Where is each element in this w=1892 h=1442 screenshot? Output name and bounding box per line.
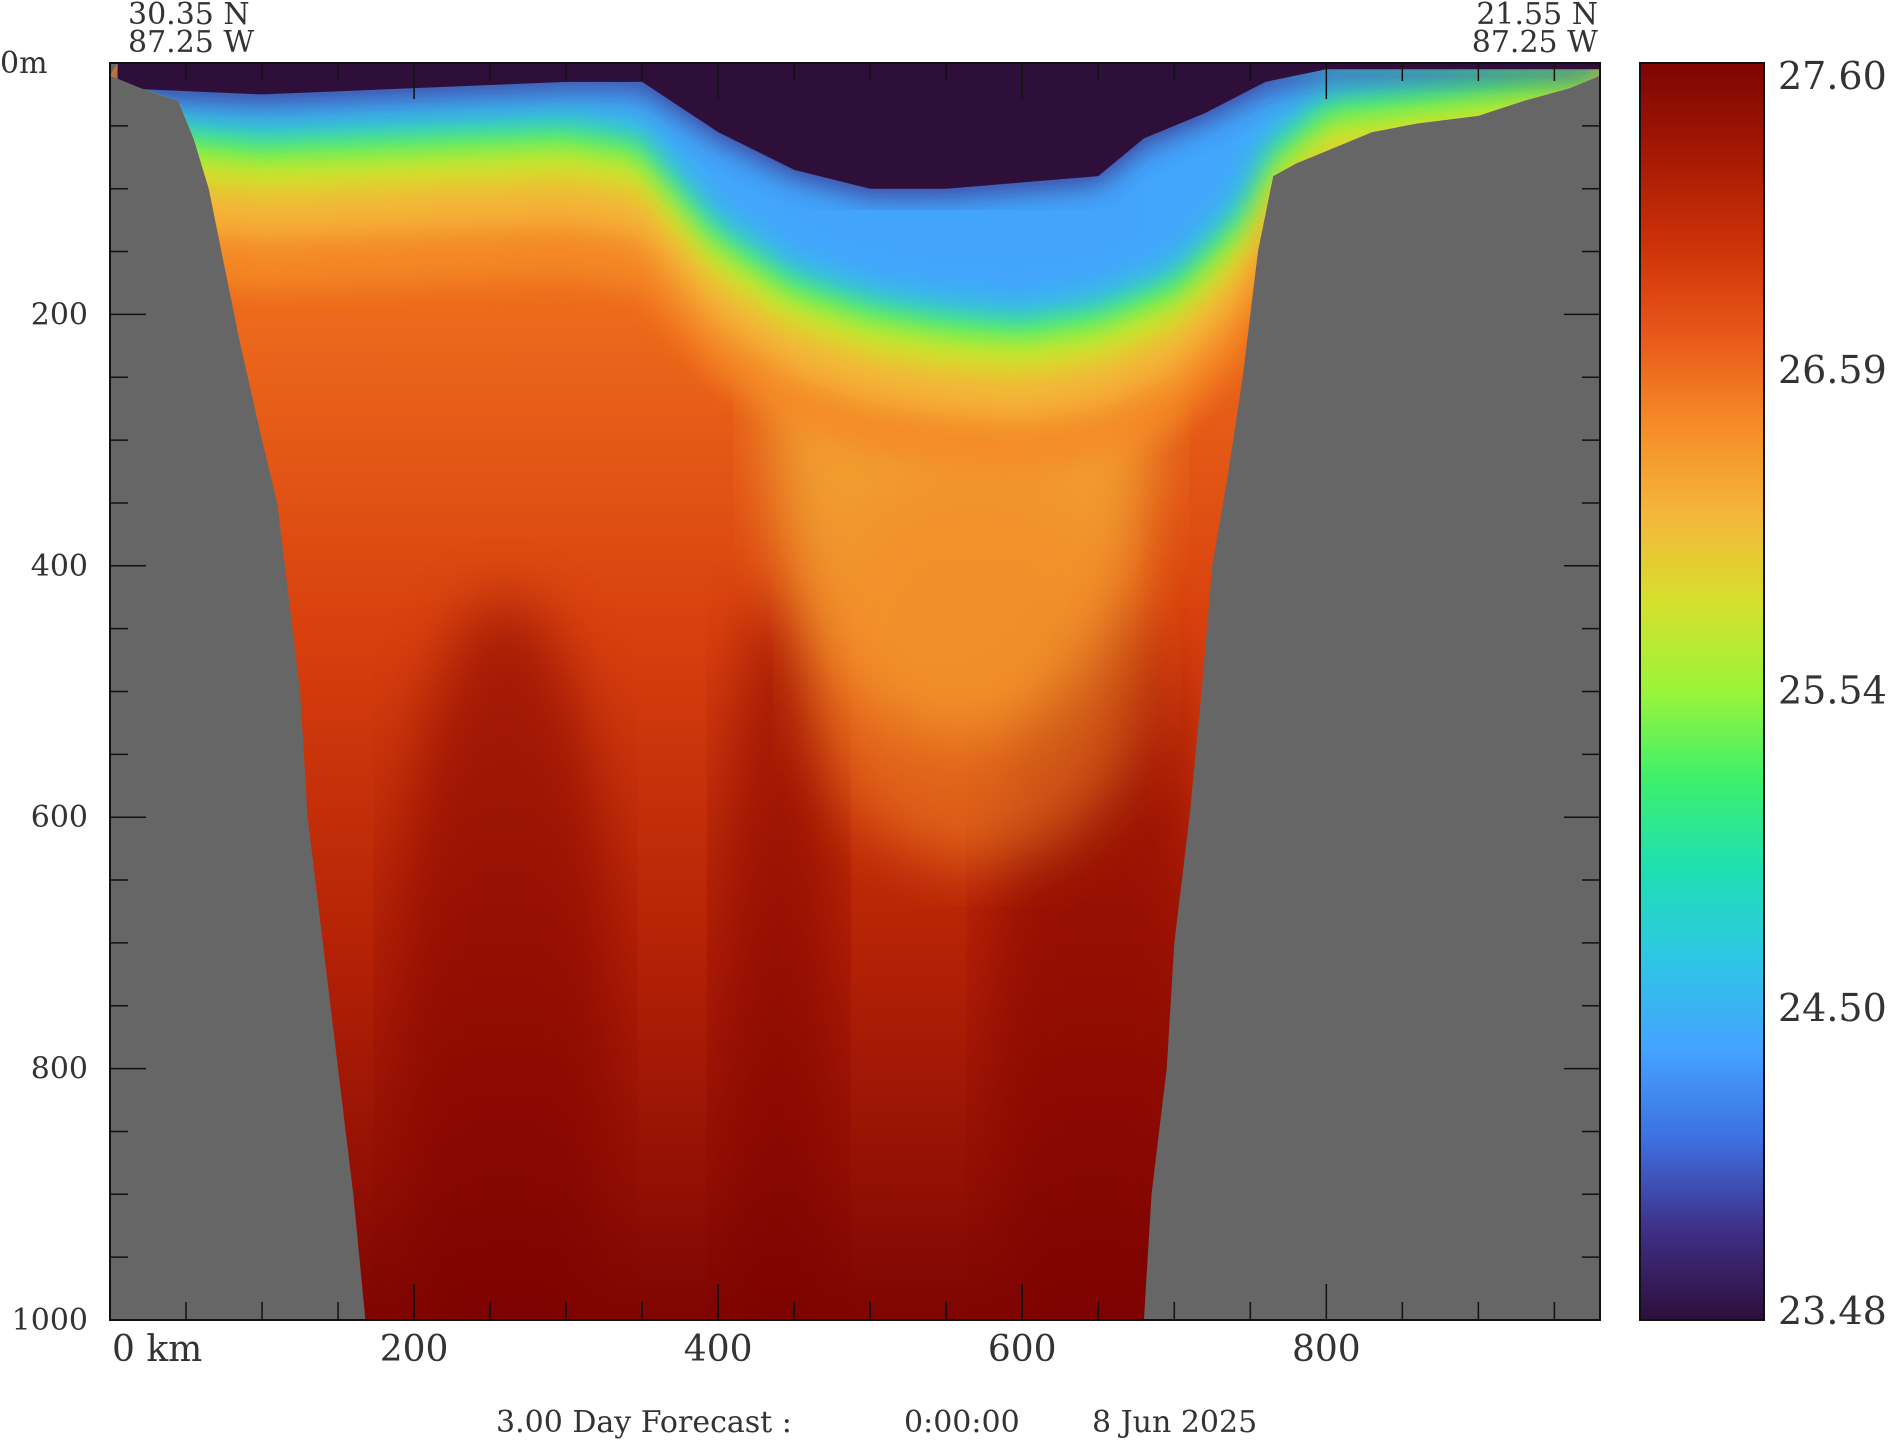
x-tick-label: 600	[988, 1329, 1057, 1370]
x-tick-label: 200	[380, 1329, 449, 1370]
y-axis-labels: 0m 200 400 600 800 1000	[0, 46, 88, 1338]
x-axis-ticks	[109, 63, 1556, 1320]
y-tick-label: 0m	[0, 46, 48, 81]
y-tick-label: 600	[31, 800, 88, 835]
x-tick-label: 800	[1292, 1329, 1361, 1370]
y-tick-label: 800	[31, 1052, 88, 1087]
x-axis-labels: 0 km 200 400 600 800	[112, 1329, 1361, 1370]
x-tick-label: 400	[684, 1329, 753, 1370]
colorbar-tick-label: 26.59	[1778, 348, 1887, 392]
surface-coldest-layer	[117, 63, 1600, 189]
forecast-time: 0:00:00	[904, 1405, 1020, 1440]
x-tick-label: 0 km	[112, 1329, 202, 1370]
colorbar-labels: 27.60 26.59 25.54 24.50 23.48	[1778, 54, 1887, 1333]
colorbar-tick-label: 23.48	[1778, 1289, 1887, 1333]
warm-core	[395, 598, 616, 1320]
forecast-date: 8 Jun 2025	[1092, 1405, 1257, 1440]
colorbar-tick-label: 24.50	[1778, 986, 1887, 1030]
start-longitude-label: 87.25 W	[128, 25, 254, 60]
plot-area	[109, 62, 1601, 1321]
colorbar-gradient	[1639, 62, 1765, 1321]
colorbar-tick-label: 25.54	[1778, 669, 1887, 713]
y-tick-label: 1000	[12, 1303, 88, 1338]
end-latitude-label: 21.55 N	[1476, 0, 1598, 32]
colorbar-tick-label: 27.60	[1778, 54, 1887, 98]
end-longitude-label: 87.25 W	[1472, 25, 1598, 60]
warm-core	[718, 598, 839, 1320]
forecast-label: 3.00 Day Forecast :	[496, 1405, 792, 1440]
colorbar: 27.60 26.59 25.54 24.50 23.48	[1639, 54, 1887, 1333]
y-tick-label: 200	[31, 297, 88, 332]
cool-dome-lower	[806, 466, 1147, 867]
y-tick-label: 400	[31, 549, 88, 584]
temperature-overlays	[117, 63, 1600, 1320]
start-latitude-label: 30.35 N	[128, 0, 250, 32]
y-axis-ticks	[110, 62, 1600, 1321]
